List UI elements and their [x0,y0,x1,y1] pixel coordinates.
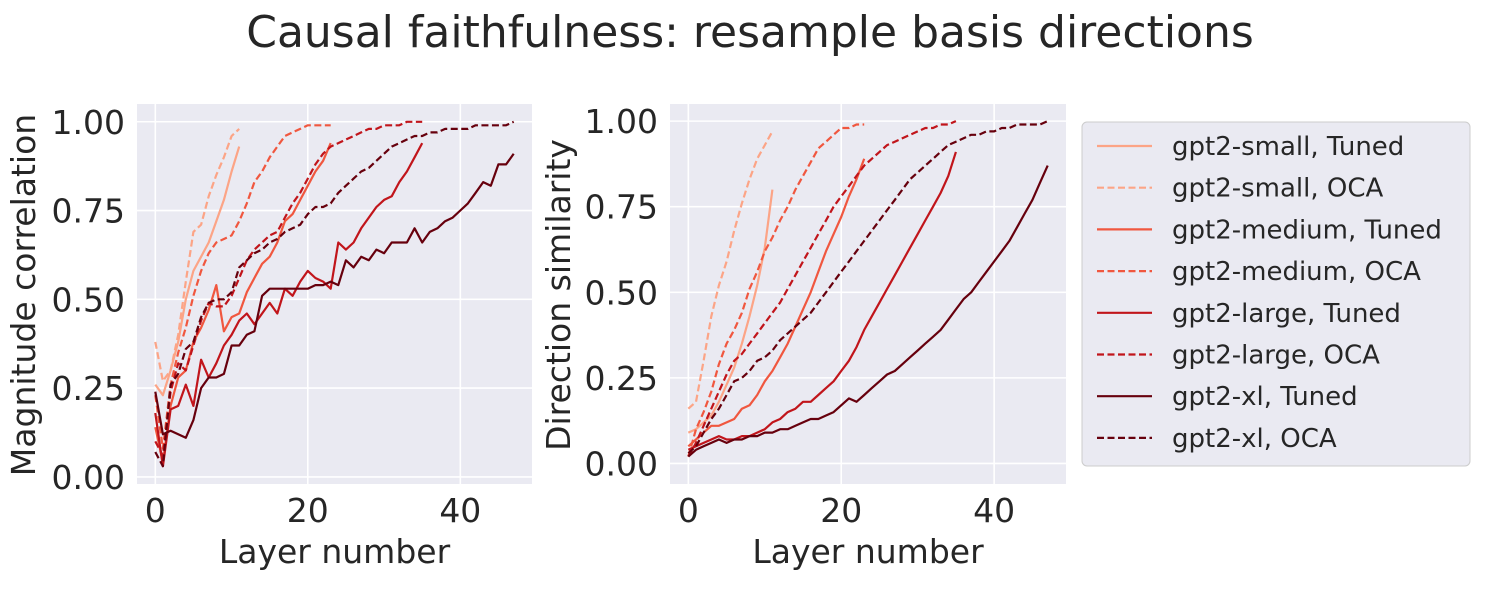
series-group [154,120,515,468]
plot-area [137,104,532,484]
series-line-gpt2-small-tuned [154,146,241,397]
series-line-gpt2-large-tuned [154,142,424,468]
x-tick-label: 0 [678,491,699,530]
y-tick-label: 0.25 [52,369,125,408]
panel-direction-similarity: 0 20 40 0.00 0.25 0.50 0.75 1.00 Layer number Dir… [539,102,1066,571]
series-line-gpt2-large-oca [687,120,957,458]
legend: gpt2-small, Tuned gpt2-small, OCA gpt2-med… [1081,121,1471,467]
figure-title: Causal faithfulness: resample basis dire… [246,7,1254,58]
y-tick-label: 0.50 [585,273,658,312]
x-tick-label: 40 [439,491,481,530]
legend-label: gpt2-large, Tuned [1172,299,1401,329]
y-tick-label: 0.75 [52,192,125,231]
series-group [687,120,1049,458]
y-tick-label: 0.00 [585,444,658,483]
x-axis-label: Layer number [752,532,984,571]
legend-label: gpt2-xl, Tuned [1172,382,1358,412]
y-tick-label: 0.75 [585,188,658,227]
legend-frame [1081,121,1471,467]
legend-label: gpt2-large, OCA [1172,341,1380,371]
series-line-gpt2-medium-oca [154,124,331,450]
y-tick-label: 0.50 [52,280,125,319]
legend-label: gpt2-medium, OCA [1172,257,1421,287]
series-line-gpt2-xl-oca [687,120,1049,455]
legend-label: gpt2-xl, OCA [1172,424,1337,454]
legend-label: gpt2-small, OCA [1172,174,1384,204]
x-axis-label: Layer number [219,532,451,571]
series-line-gpt2-large-oca [154,120,423,457]
legend-label: gpt2-small, Tuned [1172,132,1404,162]
y-axis-label: Direction similarity [539,139,578,451]
y-tick-label: 1.00 [52,103,125,142]
series-line-gpt2-medium-tuned [154,142,332,464]
y-tick-label: 0.25 [585,359,658,398]
legend-label: gpt2-medium, Tuned [1172,215,1442,245]
series-line-gpt2-medium-tuned [687,158,866,448]
plot-area [670,104,1066,484]
series-line-gpt2-xl-tuned [154,153,515,439]
x-tick-label: 20 [820,491,862,530]
y-tick-label: 1.00 [585,102,658,141]
panel-magnitude-correlation: 0 20 40 0.00 0.25 0.50 0.75 1.00 Layer number Mag… [4,103,532,571]
x-tick-label: 20 [287,491,329,530]
series-line-gpt2-xl-tuned [687,165,1049,458]
series-line-gpt2-medium-oca [687,123,865,457]
y-tick-label: 0.00 [52,458,125,497]
x-tick-label: 0 [145,491,166,530]
series-line-gpt2-xl-oca [154,120,515,468]
series-line-gpt2-small-tuned [687,189,774,434]
y-axis-label: Magnitude correlation [4,114,43,476]
series-line-gpt2-small-oca [154,128,240,383]
x-tick-label: 40 [973,491,1015,530]
series-line-gpt2-small-oca [687,130,774,410]
